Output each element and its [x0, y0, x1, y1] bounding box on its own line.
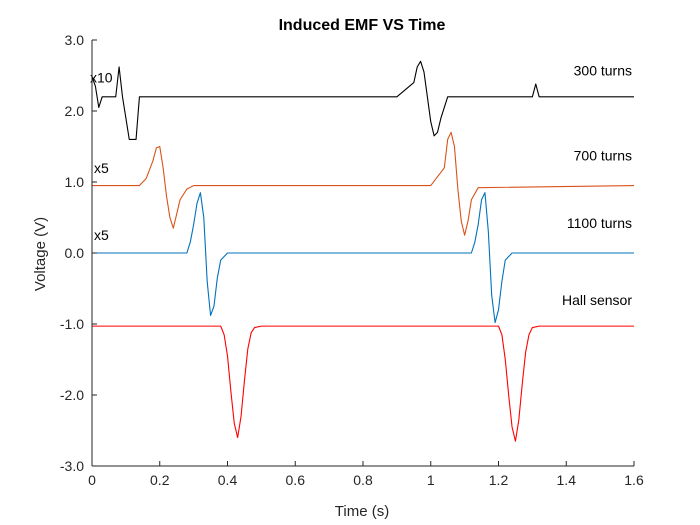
series-line-1: [92, 131, 635, 236]
x-tick-label: 1.4: [557, 472, 577, 488]
y-tick-label: 3.0: [65, 32, 85, 48]
axes: 0 0.2 0.4 0.6 0.8 1 1.2 1.4 1.6 3.0 2.0 1.0 0.0 -1.0 -…: [60, 32, 644, 488]
y-tick-label: -3.0: [60, 458, 84, 474]
plot-area: 300 turns x10 700 turns x5 1100 turns x5 Hall …: [90, 60, 635, 442]
series-line-3: [92, 325, 634, 442]
scale-label-1: x5: [94, 160, 109, 176]
y-tick-label: 1.0: [65, 174, 85, 190]
x-tick-label: 1.2: [489, 472, 509, 488]
x-tick-label: 0.8: [353, 472, 373, 488]
x-axis-label: Time (s): [335, 503, 389, 520]
x-tick-label: 1.6: [624, 472, 644, 488]
series-line-0: [91, 60, 634, 140]
series-label-1: 700 turns: [574, 148, 632, 164]
scale-label-0: x10: [90, 70, 113, 86]
x-tick-label: 0.4: [218, 472, 238, 488]
series-line-2: [92, 192, 634, 324]
series-label-0: 300 turns: [574, 63, 632, 79]
chart-title: Induced EMF VS Time: [279, 17, 446, 34]
y-tick-label: -2.0: [60, 387, 84, 403]
x-tick-label: 1: [427, 472, 435, 488]
x-tick-label: 0.6: [286, 472, 306, 488]
scale-label-2: x5: [94, 227, 109, 243]
y-tick-label: 2.0: [65, 103, 85, 119]
y-axis-label: Voltage (V): [32, 217, 49, 291]
x-tick-label: 0.2: [150, 472, 170, 488]
series-label-2: 1100 turns: [567, 215, 632, 231]
y-tick-label: -1.0: [60, 316, 84, 332]
series-label-3: Hall sensor: [562, 292, 632, 308]
y-tick-label: 0.0: [65, 245, 85, 261]
x-tick-label: 0: [88, 472, 96, 488]
